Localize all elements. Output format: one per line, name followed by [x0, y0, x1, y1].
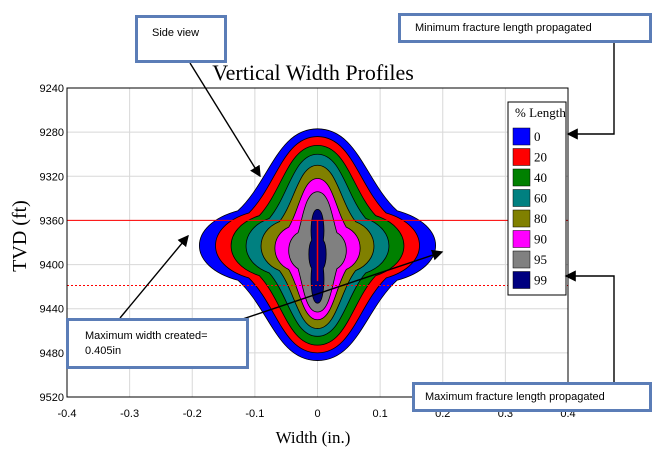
x-tick-label: 0 [314, 408, 320, 420]
min-length-callout: Minimum fracture length propagated [398, 13, 652, 43]
side-view-text: Side view [152, 27, 200, 39]
legend-label-0: 0 [534, 129, 541, 144]
y-axis-label: TVD (ft) [9, 200, 31, 272]
x-tick-label: -0.3 [120, 408, 139, 420]
legend-swatch-0 [512, 127, 531, 146]
max-width-text-line1: Maximum width created= [85, 330, 208, 342]
y-tick-label: 9320 [40, 171, 64, 183]
x-tick-label: -0.2 [183, 408, 202, 420]
legend-swatch-80 [512, 209, 531, 228]
legend-label-20: 20 [534, 150, 547, 165]
plot-frame [66, 87, 569, 398]
max-length-callout: Maximum fracture length propagated [412, 382, 652, 412]
legend-title: % Length [515, 105, 566, 120]
max-width-arrow-left [119, 234, 189, 319]
annotation-arrows [119, 43, 615, 382]
min-length-text: Minimum fracture length propagated [415, 22, 592, 34]
y-tick-label: 9520 [40, 392, 64, 404]
max-length-arrow [564, 270, 615, 382]
legend-swatch-40 [512, 168, 531, 187]
legend: % Length 0 20 40 60 80 90 95 99 [507, 101, 567, 296]
legend-swatch-95 [512, 250, 531, 269]
side-view-callout: Side view [135, 15, 227, 63]
legend-swatch-90 [512, 230, 531, 248]
x-tick-labels: -0.4 -0.3 -0.2 -0.1 0 0.1 0.2 0.3 0.4 [58, 408, 576, 420]
legend-swatch-99 [512, 271, 531, 289]
legend-swatch-60 [512, 189, 531, 207]
y-tick-label: 9440 [40, 304, 64, 316]
width-profiles [199, 128, 436, 361]
reference-lines [67, 219, 568, 287]
legend-swatch-20 [512, 148, 531, 166]
legend-label-40: 40 [534, 170, 547, 185]
legend-label-80: 80 [534, 211, 547, 226]
legend-label-90: 90 [534, 232, 547, 247]
x-tick-label: -0.4 [58, 408, 77, 420]
legend-label-95: 95 [534, 252, 547, 267]
chart-title: Vertical Width Profiles [212, 60, 414, 85]
y-tick-label: 9400 [40, 260, 64, 272]
max-length-text: Maximum fracture length propagated [425, 391, 605, 403]
y-tick-labels: 9240 9280 9320 9360 9400 9440 9480 9520 [40, 83, 64, 404]
max-width-arrow-right [209, 249, 444, 331]
x-axis-label: Width (in.) [276, 428, 351, 447]
y-tick-label: 9240 [40, 83, 64, 95]
legend-label-60: 60 [534, 191, 547, 206]
legend-label-99: 99 [534, 273, 547, 288]
x-tick-label: 0.1 [372, 408, 387, 420]
y-tick-label: 9360 [40, 215, 64, 227]
max-width-callout: Maximum width created= 0.405in [66, 318, 249, 369]
side-view-arrow [189, 62, 261, 178]
y-tick-label: 9280 [40, 127, 64, 139]
y-tick-label: 9480 [40, 348, 64, 360]
max-width-text-line2: 0.405in [85, 345, 122, 357]
x-tick-label: -0.1 [245, 408, 264, 420]
min-length-arrow [566, 43, 615, 140]
